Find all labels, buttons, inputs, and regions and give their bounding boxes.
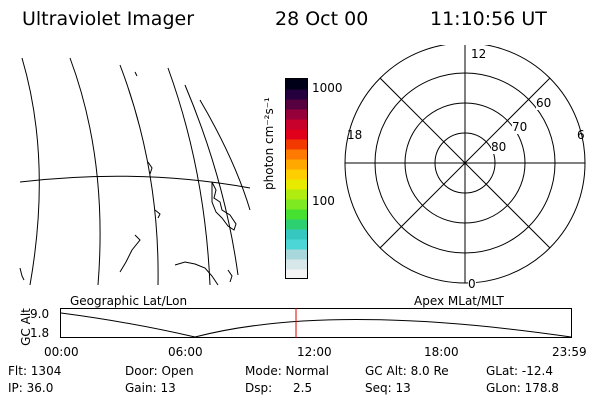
flight-number: Flt: 1304 <box>8 364 62 378</box>
gc-altitude: GC Alt: 8.0 Re <box>365 364 449 378</box>
apex-coords-label: Apex MLat/MLT <box>414 294 504 308</box>
colorbar-segment <box>286 239 308 250</box>
colorbar-segment <box>286 229 308 240</box>
meridian-line <box>69 57 101 286</box>
colorbar-segment <box>286 79 308 90</box>
colorbar-segment <box>286 119 308 130</box>
colorbar-segment <box>286 189 308 200</box>
colorbar-segment <box>286 89 308 100</box>
geographic-longitude: GLon: 178.8 <box>486 381 559 395</box>
ip-value: IP: 36.0 <box>8 381 54 395</box>
colorbar-segment <box>286 179 308 190</box>
coastline <box>119 234 141 273</box>
mlt-label-0: 0 <box>468 277 476 291</box>
sequence-number: Seq: 13 <box>365 381 411 395</box>
altitude-tick-bottom: 1.8 <box>30 326 50 340</box>
colorbar-segment <box>286 159 308 170</box>
geographic-map <box>19 57 251 286</box>
coastline <box>227 269 233 283</box>
colorbar-segment <box>286 169 308 180</box>
dsp-label: Dsp: <box>245 381 273 395</box>
gain-value: Gain: 13 <box>125 381 176 395</box>
mlt-diagonal <box>379 77 551 249</box>
time-tick-1200: 12:00 <box>297 345 332 359</box>
colorbar-unit-label: photon cm⁻²s⁻¹ <box>262 97 276 190</box>
meridian-line <box>21 57 40 286</box>
mlat-label-70: 70 <box>512 120 528 134</box>
time-label: 11:10:56 UT <box>430 8 547 30</box>
colorbar-segment <box>286 99 308 110</box>
altitude-strip-chart <box>60 308 572 338</box>
colorbar-segment <box>286 249 308 260</box>
coastline <box>19 267 25 281</box>
altitude-tick-top: 9.0 <box>30 307 50 321</box>
mlat-label-80: 80 <box>491 140 507 154</box>
time-tick-0000: 00:00 <box>44 345 79 359</box>
meridian-line <box>167 67 211 286</box>
colorbar-segment <box>286 109 308 120</box>
mlt-label-12: 12 <box>471 47 487 61</box>
polar-plot <box>344 45 586 284</box>
mlt-label-6: 6 <box>577 128 585 142</box>
coastline <box>147 161 153 175</box>
date-label: 28 Oct 00 <box>275 8 369 30</box>
colorbar-segment <box>286 269 308 280</box>
dsp-value: 2.5 <box>293 381 313 395</box>
mlt-label-18: 18 <box>347 128 363 142</box>
mlat-label-60: 60 <box>536 96 552 110</box>
colorbar-segment <box>286 259 308 270</box>
parallel-line <box>19 175 251 189</box>
instrument-title: Ultraviolet Imager <box>22 8 195 30</box>
colorbar-segment <box>286 149 308 160</box>
altitude-curve <box>60 312 572 338</box>
time-tick-0600: 06:00 <box>168 345 203 359</box>
colorbar-segment <box>286 129 308 140</box>
time-tick-2359: 23:59 <box>552 345 587 359</box>
color-scale-bar <box>285 78 308 280</box>
door-status: Door: Open <box>125 364 194 378</box>
colorbar-segment <box>286 219 308 230</box>
coastline <box>174 261 219 286</box>
colorbar-segment <box>286 199 308 210</box>
colorbar-tick-100: 100 <box>312 194 335 208</box>
colorbar-tick-1000: 1000 <box>312 81 343 95</box>
colorbar-segment <box>286 209 308 220</box>
coastline <box>211 181 237 231</box>
mode-value: Mode: Normal <box>245 364 329 378</box>
time-tick-1800: 18:00 <box>424 345 459 359</box>
geographic-latitude: GLat: -12.4 <box>486 364 553 378</box>
geographic-map-label: Geographic Lat/Lon <box>70 294 188 308</box>
meridian-line <box>119 64 159 286</box>
coastline <box>134 71 138 77</box>
meridian-line <box>184 84 239 276</box>
coastline <box>154 209 161 219</box>
colorbar-segment <box>286 139 308 150</box>
meridian-line <box>199 99 251 211</box>
